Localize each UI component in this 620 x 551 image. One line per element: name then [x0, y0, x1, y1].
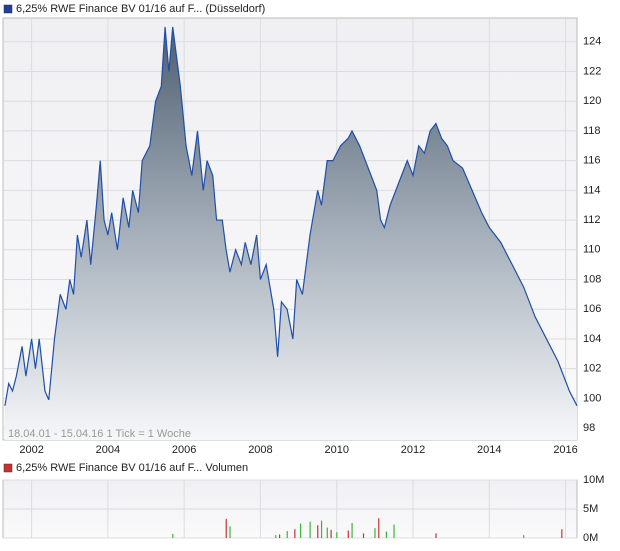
volume-bar [326, 527, 328, 538]
y-tick-label: 122 [583, 65, 601, 77]
volume-bar [225, 518, 227, 538]
volume-bar [435, 533, 437, 538]
volume-bar [523, 535, 525, 538]
volume-bar [385, 531, 388, 538]
y-tick-label: 112 [583, 214, 601, 226]
volume-bar [229, 526, 231, 538]
x-tick-label: 2008 [248, 444, 272, 456]
x-tick-label: 2014 [477, 444, 501, 456]
volume-bar [317, 525, 319, 538]
volume-bar [378, 518, 380, 538]
x-tick-label: 2010 [324, 444, 348, 456]
legend-swatch [3, 463, 13, 473]
x-tick-label: 2012 [401, 444, 425, 456]
volume-bar [347, 530, 349, 538]
volume-bar [362, 533, 365, 538]
legend-label: 6,25% RWE Finance BV 01/16 auf F... (Düs… [16, 3, 265, 15]
volume-bar [294, 529, 296, 538]
volume-bar [299, 523, 302, 538]
price-line [4, 26, 578, 407]
range-note: 18.04.01 - 15.04.16 1 Tick = 1 Woche [8, 428, 191, 440]
volume-bar [330, 529, 332, 538]
y-tick-label: 108 [583, 273, 601, 285]
volume-bar [561, 529, 563, 538]
y-tick-label: 124 [583, 36, 601, 48]
y-tick-label: 0M [583, 532, 598, 544]
y-tick-label: 120 [583, 95, 601, 107]
volume-bar [172, 533, 174, 538]
x-tick-label: 2004 [96, 444, 120, 456]
legend-label: 6,25% RWE Finance BV 01/16 auf F... Volu… [16, 462, 248, 474]
y-tick-label: 104 [583, 333, 601, 345]
y-tick-label: 106 [583, 303, 601, 315]
y-tick-label: 114 [583, 184, 601, 196]
y-tick-label: 98 [583, 422, 595, 434]
volume-bar [286, 531, 288, 538]
volume-bar [336, 532, 338, 538]
volume-bar [351, 522, 353, 538]
area-fill [4, 26, 577, 440]
legend-swatch [3, 4, 13, 14]
volume-bar [275, 535, 277, 538]
x-tick-label: 2016 [553, 444, 577, 456]
y-tick-label: 5M [583, 503, 598, 515]
y-tick-label: 116 [583, 155, 601, 167]
y-tick-label: 110 [583, 244, 601, 256]
volume-bar [309, 521, 311, 538]
y-tick-label: 100 [583, 392, 601, 404]
x-tick-label: 2002 [19, 444, 43, 456]
y-tick-label: 102 [583, 363, 601, 375]
volume-bar [320, 520, 323, 538]
volume-bar [393, 524, 395, 538]
x-tick-label: 2006 [172, 444, 196, 456]
y-tick-label: 118 [583, 125, 601, 137]
volume-bar [279, 534, 281, 538]
volume-bar [374, 528, 376, 538]
y-tick-label: 10M [583, 474, 604, 486]
